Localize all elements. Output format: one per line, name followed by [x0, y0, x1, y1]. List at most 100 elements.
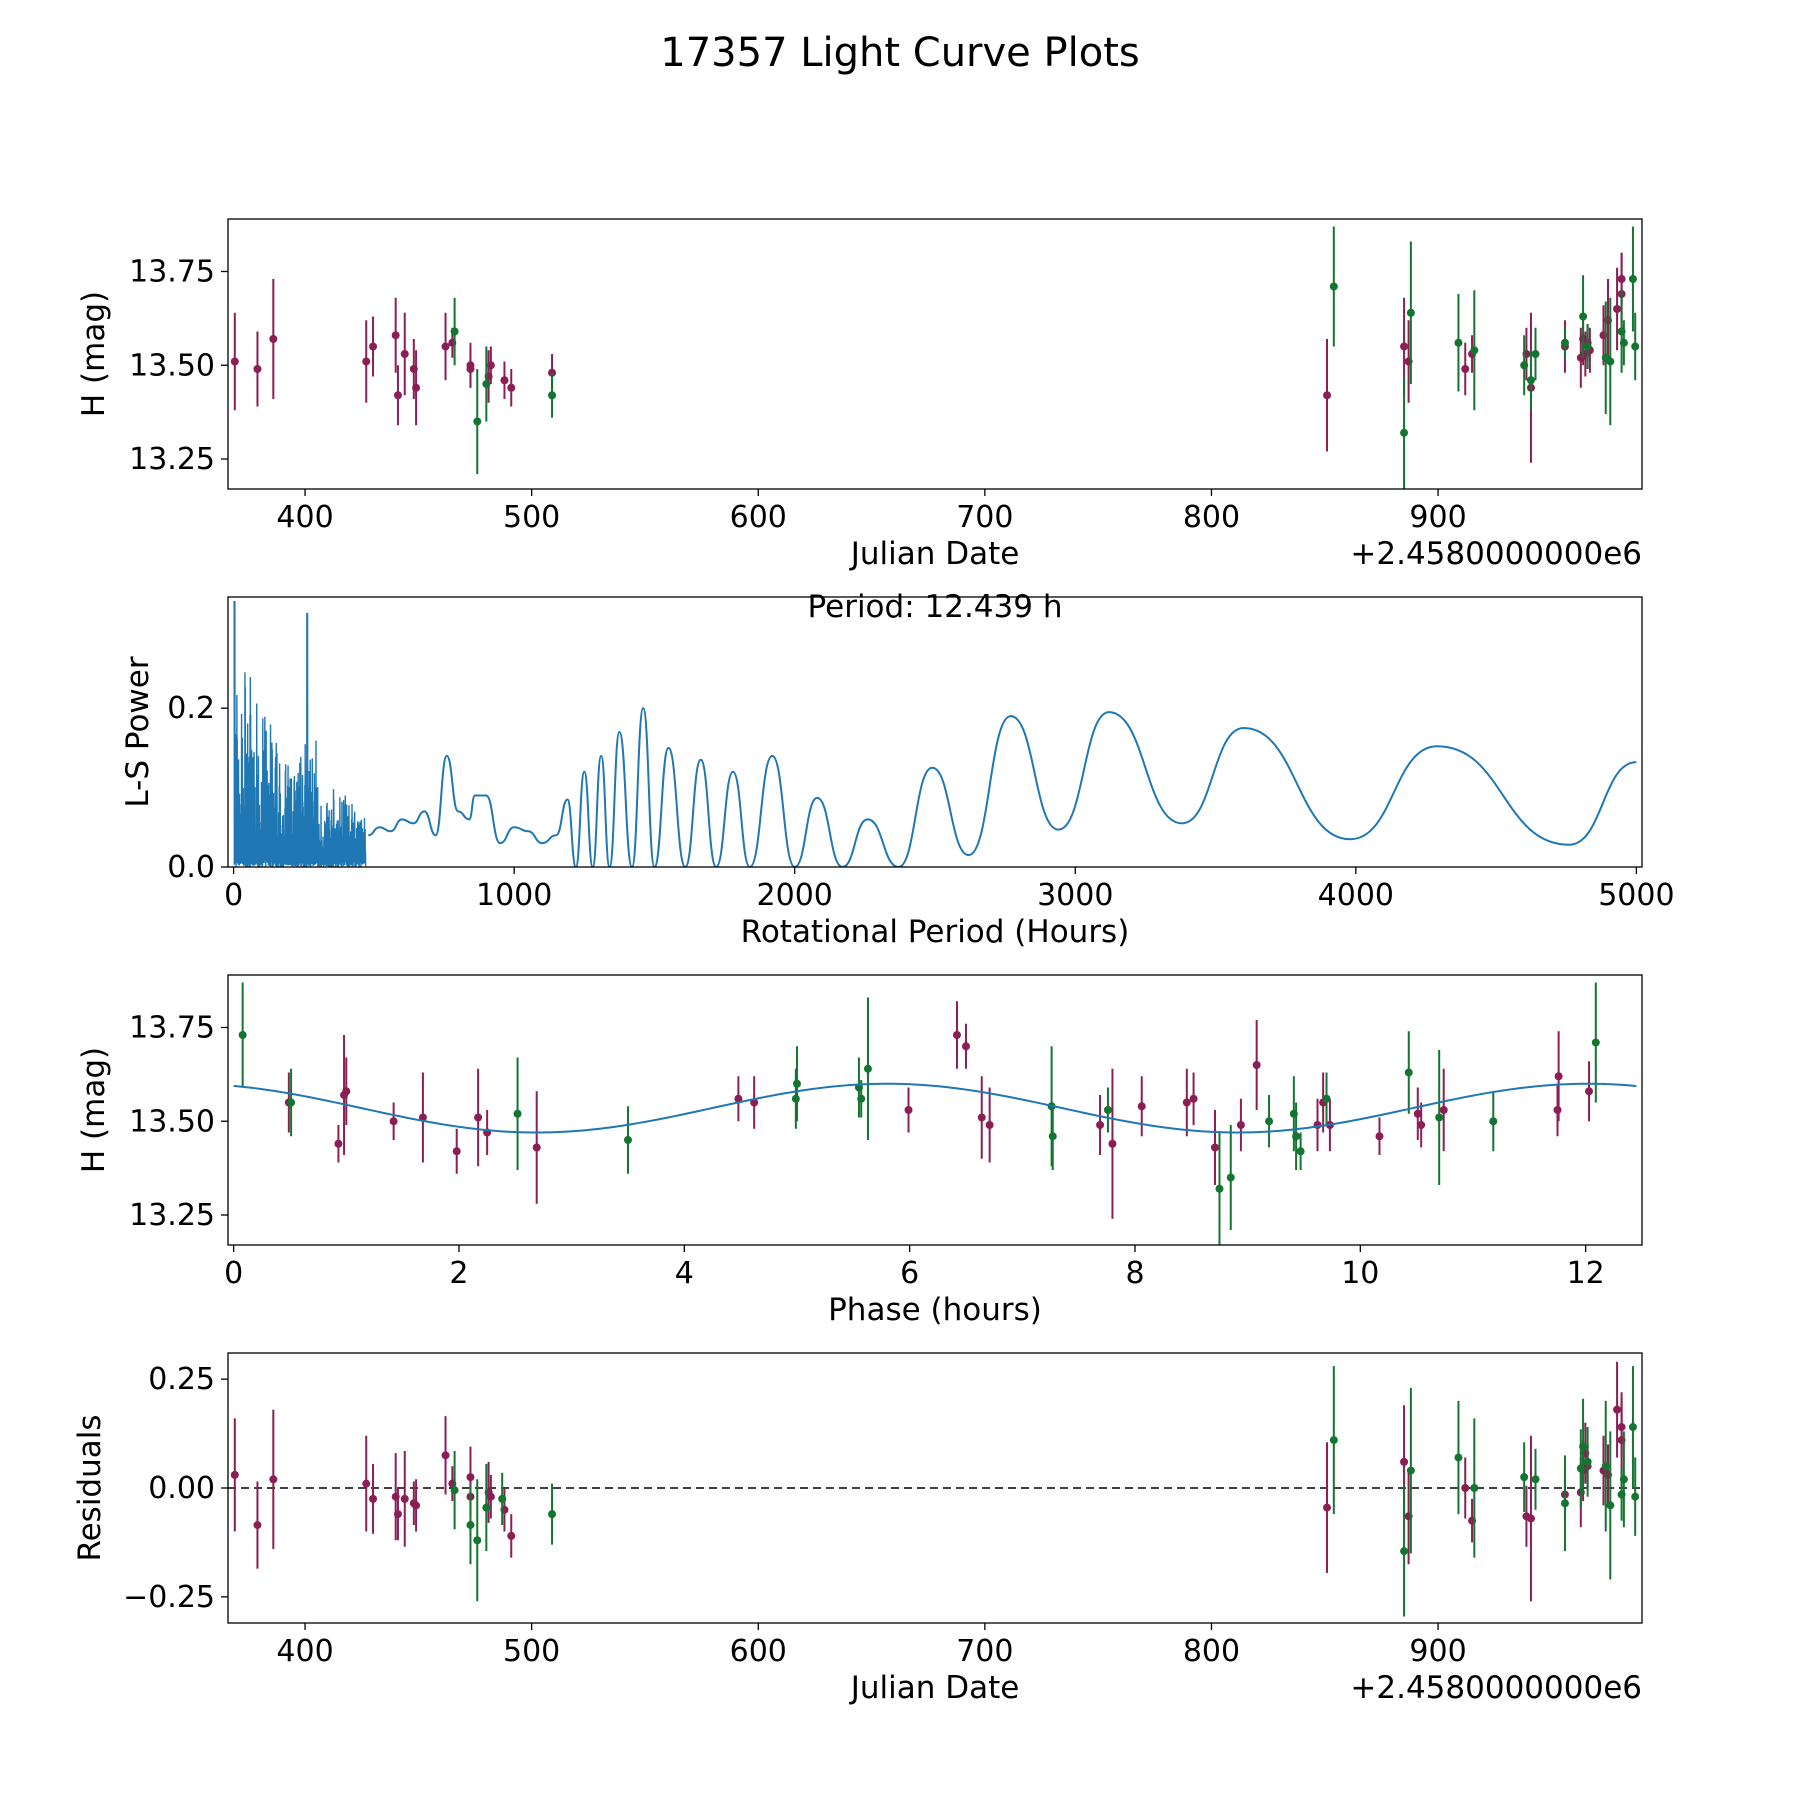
axes-frame [227, 596, 1643, 868]
data-point [1137, 1102, 1146, 1111]
data-point [400, 350, 409, 358]
data-point [1189, 1094, 1198, 1103]
data-point [1210, 1143, 1219, 1152]
data-point [1323, 1503, 1332, 1512]
data-point [1531, 1475, 1540, 1484]
data-point [369, 1494, 378, 1503]
data-point [466, 1521, 475, 1530]
data-point [1520, 1473, 1529, 1482]
plot-area [233, 600, 1637, 867]
data-point [1435, 1113, 1444, 1122]
data-point [1048, 1132, 1057, 1141]
data-point [1579, 1442, 1588, 1451]
data-point [1526, 376, 1535, 385]
data-point [400, 1494, 409, 1503]
data-point [1619, 338, 1628, 347]
panel-periodogram: Period: 12.439 h 0 1000 2000 3000 4000 5000 0.0… [120, 589, 1675, 950]
data-point [474, 1113, 483, 1122]
data-point [1417, 1121, 1426, 1129]
data-point [985, 1121, 994, 1129]
data-point [1470, 346, 1479, 355]
y-tick-label: 13.25 [129, 1198, 215, 1233]
x-tick-label: 4 [675, 1256, 694, 1291]
data-point [1454, 338, 1463, 347]
y-tick-label: −0.25 [123, 1580, 215, 1615]
x-tick-label: 12 [1567, 1256, 1605, 1291]
y-axis-label: H (mag) [76, 291, 112, 417]
figure-title: 17357 Light Curve Plots [660, 30, 1139, 76]
data-point [1215, 1184, 1224, 1193]
data-point [1628, 275, 1637, 283]
x-tick-label: 4000 [1318, 878, 1394, 913]
data-point [1631, 342, 1640, 351]
x-offset-label: +2.4580000000e6 [1350, 1670, 1642, 1706]
axes-frame [227, 974, 1643, 1246]
x-tick-label: 600 [730, 500, 787, 535]
data-point [441, 1451, 450, 1460]
x-tick-label: 400 [276, 500, 333, 535]
data-point [498, 1494, 507, 1503]
data-point [269, 1475, 278, 1484]
y-tick-label: 0.0 [167, 850, 215, 885]
data-point [1400, 1547, 1409, 1556]
data-point [230, 1470, 239, 1479]
x-axis-label: Julian Date [849, 1670, 1020, 1706]
data-point [857, 1094, 866, 1103]
data-point [792, 1079, 801, 1088]
y-tick-label: 13.25 [129, 442, 215, 477]
panel-phased: 0 2 4 6 8 10 12 13.25 13.50 13.75 Phase (hours) H (… [76, 974, 1643, 1328]
x-tick-label: 800 [1183, 1634, 1240, 1669]
x-tick-label: 900 [1409, 500, 1466, 535]
period-annotation: Period: 12.439 h [808, 589, 1063, 625]
data-point [393, 1510, 402, 1519]
data-point [1182, 1098, 1191, 1107]
data-point [863, 1064, 872, 1073]
data-point [1108, 1139, 1117, 1148]
y-tick-label: 0.2 [167, 691, 215, 726]
data-point [1096, 1121, 1105, 1129]
x-tick-label: 500 [503, 1634, 560, 1669]
data-point [1375, 1132, 1384, 1141]
data-point [1583, 1457, 1592, 1466]
y-axis-label: H (mag) [76, 1047, 112, 1173]
data-point [269, 335, 278, 343]
data-point [482, 380, 491, 388]
data-point [1554, 1072, 1563, 1081]
y-axis-label: L-S Power [120, 656, 156, 807]
periodogram-noise [233, 600, 367, 867]
data-point [548, 391, 557, 400]
y-tick-label: 13.50 [129, 348, 215, 383]
data-point [1296, 1147, 1305, 1156]
data-point [1526, 1514, 1535, 1523]
data-point [1406, 308, 1415, 317]
data-point [1236, 1121, 1245, 1129]
x-tick-label: 700 [956, 1634, 1013, 1669]
data-point [450, 1486, 459, 1495]
data-point [1631, 1492, 1640, 1501]
data-point [1613, 305, 1622, 313]
data-point [1103, 1106, 1112, 1114]
y-tick-label: 13.75 [129, 255, 215, 290]
data-point [952, 1031, 961, 1039]
data-point [1292, 1132, 1301, 1141]
data-point [623, 1136, 632, 1144]
axes-frame [227, 218, 1643, 490]
data-point [1613, 1405, 1622, 1414]
x-axis-label: Julian Date [849, 536, 1020, 572]
x-tick-label: 1000 [476, 878, 552, 913]
data-point [1520, 361, 1529, 370]
data-point [230, 357, 239, 366]
data-point [412, 383, 421, 392]
data-point [1489, 1117, 1498, 1126]
x-tick-label: 10 [1341, 1256, 1379, 1291]
x-tick-label: 3000 [1037, 878, 1113, 913]
data-point [1601, 1462, 1610, 1471]
x-tick-label: 900 [1409, 1634, 1466, 1669]
data-point [466, 365, 475, 373]
data-point [1531, 350, 1540, 358]
data-point [1470, 1484, 1479, 1492]
data-point [1439, 1106, 1448, 1114]
data-point [1591, 1038, 1600, 1047]
data-point [362, 357, 371, 366]
x-tick-label: 2 [449, 1256, 468, 1291]
